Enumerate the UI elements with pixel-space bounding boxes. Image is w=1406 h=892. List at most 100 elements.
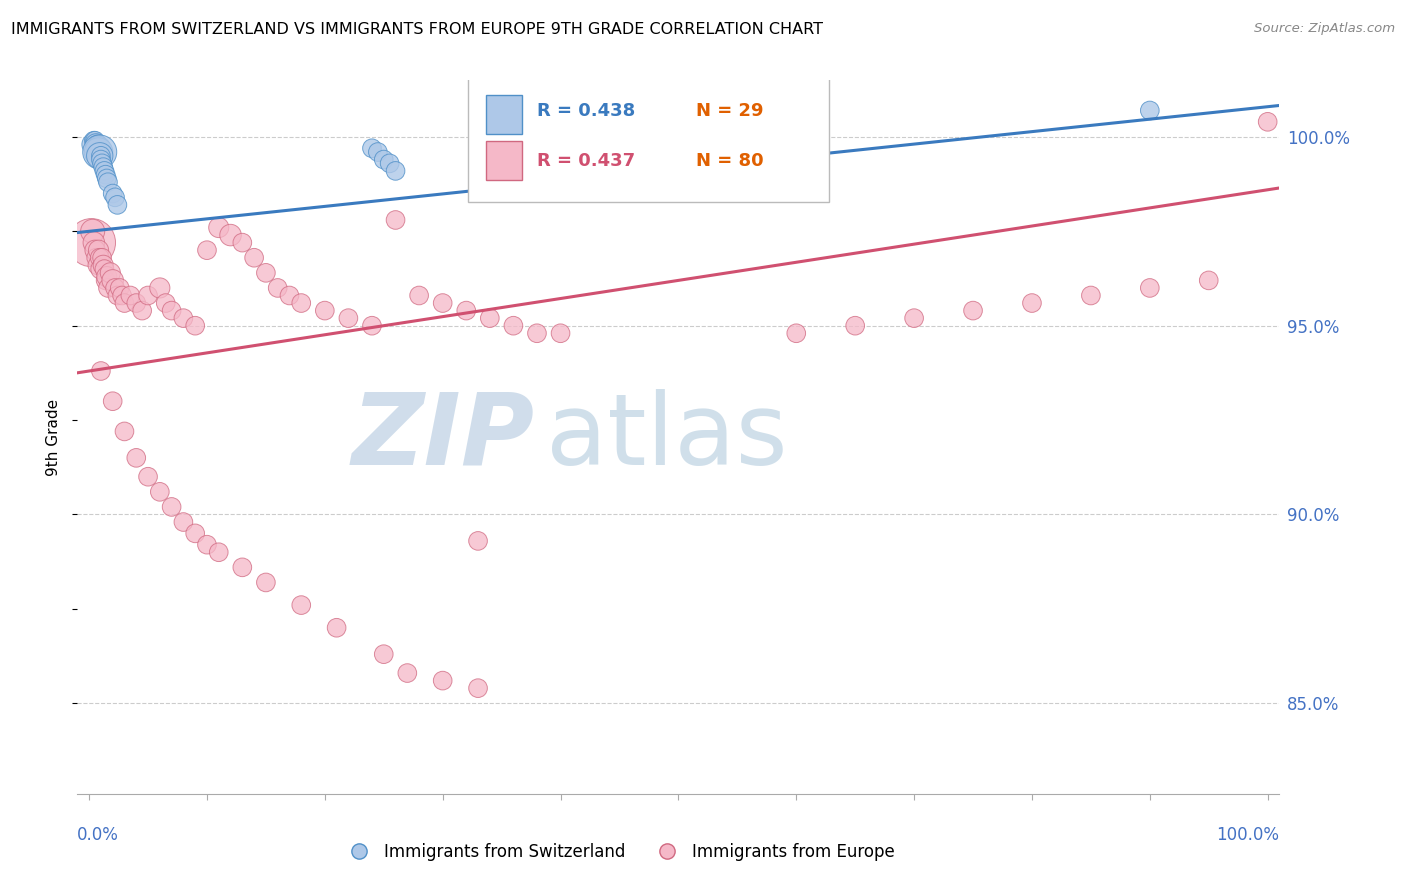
Point xyxy=(101,273,124,287)
Point xyxy=(94,168,117,182)
Legend: Immigrants from Switzerland, Immigrants from Europe: Immigrants from Switzerland, Immigrants … xyxy=(336,837,901,868)
Point xyxy=(149,281,172,295)
Point xyxy=(86,258,108,272)
Point xyxy=(97,175,120,189)
Point xyxy=(231,560,253,574)
Point xyxy=(1080,288,1102,302)
Point xyxy=(314,303,336,318)
Point xyxy=(107,288,129,302)
Point xyxy=(1021,296,1043,310)
Point xyxy=(231,235,253,250)
Point xyxy=(101,186,124,201)
Point xyxy=(155,296,177,310)
Point xyxy=(278,288,301,302)
Point xyxy=(98,266,121,280)
Point xyxy=(208,545,231,559)
Point xyxy=(114,425,136,439)
Point xyxy=(125,450,148,465)
Point xyxy=(160,500,183,514)
Point xyxy=(172,311,194,326)
Text: R = 0.437: R = 0.437 xyxy=(537,152,634,169)
Point xyxy=(243,251,266,265)
Point xyxy=(120,288,142,302)
Point xyxy=(903,311,925,326)
Text: 100.0%: 100.0% xyxy=(1216,826,1279,844)
Text: ZIP: ZIP xyxy=(352,389,534,485)
Point xyxy=(86,141,108,155)
Point xyxy=(96,171,118,186)
Point xyxy=(962,303,984,318)
Point xyxy=(84,141,107,155)
Point xyxy=(90,262,112,277)
Point xyxy=(91,156,114,170)
Bar xyxy=(486,141,522,180)
Point xyxy=(149,484,172,499)
Point xyxy=(87,145,110,159)
Point xyxy=(86,137,108,152)
Point xyxy=(456,303,478,318)
Point xyxy=(96,269,118,284)
Point xyxy=(84,134,107,148)
Point xyxy=(89,251,111,265)
Text: Source: ZipAtlas.com: Source: ZipAtlas.com xyxy=(1254,22,1395,36)
Point xyxy=(86,145,108,159)
Point xyxy=(136,288,159,302)
Point xyxy=(91,160,114,174)
Point xyxy=(478,311,501,326)
Point xyxy=(104,281,127,295)
Point xyxy=(184,318,207,333)
Point xyxy=(361,318,384,333)
Text: atlas: atlas xyxy=(546,389,787,485)
Point xyxy=(104,190,127,204)
Point xyxy=(195,538,218,552)
Point xyxy=(408,288,430,302)
Point xyxy=(93,164,115,178)
Point xyxy=(82,224,104,238)
Point xyxy=(131,303,153,318)
Point xyxy=(90,153,112,167)
Bar xyxy=(486,95,522,134)
Point xyxy=(114,296,136,310)
Point xyxy=(219,228,242,243)
Point xyxy=(367,145,389,159)
Point xyxy=(373,153,395,167)
Text: 0.0%: 0.0% xyxy=(77,826,120,844)
Point xyxy=(1257,115,1279,129)
Point xyxy=(82,137,104,152)
Point xyxy=(195,243,218,257)
Point xyxy=(550,326,572,341)
Point xyxy=(160,303,183,318)
Point xyxy=(502,318,524,333)
Point xyxy=(844,318,866,333)
Point xyxy=(384,213,406,227)
Point xyxy=(373,647,395,661)
Point xyxy=(80,235,103,250)
Y-axis label: 9th Grade: 9th Grade xyxy=(46,399,62,475)
Point xyxy=(208,220,231,235)
Point xyxy=(87,141,110,155)
Text: N = 29: N = 29 xyxy=(696,102,763,120)
Point xyxy=(384,164,406,178)
Point xyxy=(83,134,105,148)
Point xyxy=(90,149,112,163)
Point xyxy=(87,243,110,257)
Point xyxy=(325,621,347,635)
Point xyxy=(125,296,148,310)
Point xyxy=(89,145,111,159)
Point xyxy=(785,326,807,341)
Point xyxy=(378,156,401,170)
Point xyxy=(1139,281,1161,295)
Point xyxy=(136,469,159,483)
Point xyxy=(90,364,112,378)
Point xyxy=(91,251,114,265)
Point xyxy=(89,149,111,163)
Point xyxy=(526,326,548,341)
Text: IMMIGRANTS FROM SWITZERLAND VS IMMIGRANTS FROM EUROPE 9TH GRADE CORRELATION CHAR: IMMIGRANTS FROM SWITZERLAND VS IMMIGRANT… xyxy=(11,22,824,37)
Text: R = 0.438: R = 0.438 xyxy=(537,102,634,120)
Point xyxy=(467,681,489,695)
Point xyxy=(83,235,105,250)
Point xyxy=(361,141,384,155)
Point xyxy=(267,281,290,295)
Point xyxy=(432,673,454,688)
Point xyxy=(254,266,277,280)
